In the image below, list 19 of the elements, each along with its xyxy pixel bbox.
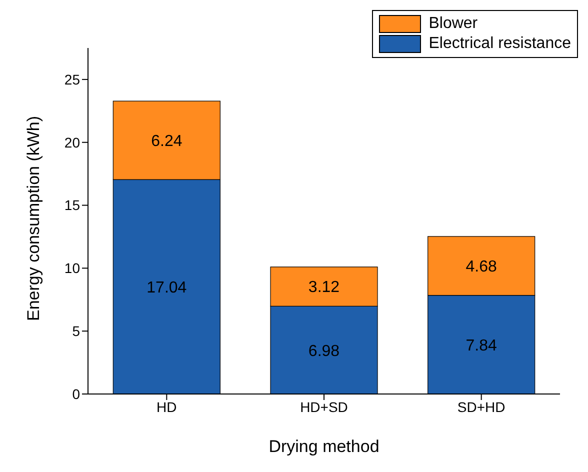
legend-label: Blower [428,15,478,33]
data-label: 17.04 [146,279,187,296]
y-tick-label: 15 [64,197,80,214]
y-tick-label: 5 [72,323,80,340]
data-label: 6.24 [151,133,182,150]
data-label: 7.84 [466,337,498,354]
y-axis-title: Energy consumption (kWh) [24,116,44,321]
x-axis-title: Drying method [268,437,380,456]
x-tick-label: HD+SD [300,398,348,415]
data-label: 4.68 [466,258,498,276]
y-tick-label: 20 [64,134,80,150]
data-label: 3.12 [308,279,340,296]
legend-label: Electrical resistance [428,35,571,53]
x-tick-label: HD [156,398,177,415]
y-tick-label: 25 [64,71,80,88]
data-label: 6.98 [308,342,340,360]
y-tick-label: 0 [72,386,80,402]
x-tick-label: SD+HD [457,398,506,415]
y-tick-label: 10 [64,260,80,276]
